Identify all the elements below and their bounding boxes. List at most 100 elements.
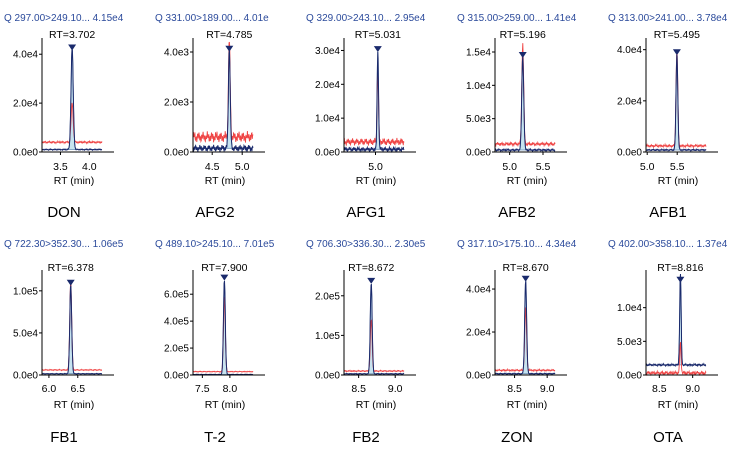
peak-apex-marker	[676, 276, 685, 283]
y-tick-label: 0.0e0	[315, 371, 340, 382]
red-trace	[192, 41, 254, 144]
peak-apex-marker	[672, 49, 681, 56]
y-tick-label: 2.0e5	[315, 291, 340, 302]
y-tick-label: 3.0e4	[315, 46, 340, 57]
red-trace	[41, 102, 103, 145]
x-axis-label: RT (min)	[205, 175, 245, 187]
x-tick-label: 4.5	[205, 161, 220, 173]
x-tick-label: 6.5	[70, 383, 85, 395]
blue-trace	[193, 280, 254, 376]
compound-name: AFB2	[498, 204, 536, 221]
x-tick-label: 9.0	[685, 383, 700, 395]
panel-header: Q 329.00>243.10... 2.95e4	[306, 13, 426, 24]
y-tick-label: 4.0e4	[466, 285, 491, 296]
blue-trace	[494, 56, 556, 153]
y-tick-label: 2.0e3	[164, 98, 189, 109]
rt-label: RT=5.031	[355, 29, 401, 41]
y-tick-label: 0.0e0	[164, 371, 189, 382]
y-tick-label: 2.0e4	[315, 80, 340, 91]
blue-trace	[41, 285, 103, 375]
chromatogram-panel-fb1: Q 722.30>352.30... 1.06e5 RT=6.378 0.0e0 5.…	[4, 239, 124, 446]
x-tick-label: 8.5	[507, 383, 522, 395]
compound-name: AFG2	[195, 204, 234, 221]
chromatogram-panel-don: Q 297.00>249.10... 4.15e4 RT=3.702 0.0e0 2.…	[4, 13, 124, 221]
peak-apex-marker	[367, 277, 376, 284]
compound-name: T-2	[204, 429, 226, 446]
y-tick-label: 5.0e3	[617, 337, 642, 348]
x-axis-label: RT (min)	[356, 399, 396, 411]
x-axis-label: RT (min)	[54, 399, 94, 411]
x-axis-label: RT (min)	[507, 399, 547, 411]
compound-name: ZON	[501, 429, 533, 446]
rt-label: RT=6.378	[48, 262, 94, 274]
y-tick-label: 5.0e4	[13, 328, 38, 339]
blue-trace	[343, 283, 405, 376]
x-axis-label: RT (min)	[658, 399, 698, 411]
panel-header: Q 315.00>259.00... 1.41e4	[457, 13, 577, 24]
panel-header: Q 722.30>352.30... 1.06e5	[4, 239, 124, 250]
y-tick-label: 2.0e5	[164, 344, 189, 355]
panel-header: Q 297.00>249.10... 4.15e4	[4, 13, 124, 24]
y-tick-label: 4.0e3	[164, 48, 189, 59]
peak-apex-marker	[521, 275, 530, 282]
chromatogram-panel-afg2: Q 331.00>189.00... 4.01e RT=4.785 0.0e0 2.0…	[155, 13, 269, 221]
x-tick-label: 5.0	[640, 161, 655, 173]
y-tick-label: 0.0e0	[13, 148, 38, 159]
chromatogram-panel-afb1: Q 313.00>241.00... 3.78e4 RT=5.495 0.0e0 2.…	[608, 13, 728, 221]
y-tick-label: 2.0e4	[13, 99, 38, 110]
x-tick-label: 5.5	[670, 161, 685, 173]
chromatogram-panel-t-2: Q 489.10>245.10... 7.01e5 RT=7.900 0.0e0 2.…	[155, 239, 275, 446]
x-tick-label: 5.0	[502, 161, 517, 173]
y-tick-label: 6.0e5	[164, 290, 189, 301]
compound-name: DON	[47, 204, 80, 221]
x-axis-label: RT (min)	[54, 175, 94, 187]
y-tick-label: 4.0e5	[164, 317, 189, 328]
rt-label: RT=5.495	[654, 29, 700, 41]
rt-label: RT=5.196	[500, 29, 546, 41]
peak-apex-marker	[220, 274, 229, 281]
chromatogram-panel-fb2: Q 706.30>336.30... 2.30e5 RT=8.672 0.0e0 1.…	[306, 239, 426, 446]
compound-name: OTA	[653, 429, 683, 446]
panel-header: Q 331.00>189.00... 4.01e	[155, 13, 269, 24]
x-tick-label: 5.0	[235, 161, 250, 173]
chromatogram-panel-afb2: Q 315.00>259.00... 1.41e4 RT=5.196 0.0e0 5.…	[457, 13, 577, 221]
panel-header: Q 402.00>358.10... 1.37e4	[608, 239, 728, 250]
blue-trace	[343, 51, 405, 154]
peak-apex-marker	[68, 44, 77, 51]
compound-name: AFG1	[346, 204, 385, 221]
red-trace	[343, 67, 405, 147]
chromatogram-panel-zon: Q 317.10>175.10... 4.34e4 RT=8.670 0.0e0 2.…	[457, 239, 577, 446]
rt-label: RT=8.670	[503, 262, 549, 274]
x-tick-label: 6.0	[42, 383, 57, 395]
panel-header: Q 489.10>245.10... 7.01e5	[155, 239, 275, 250]
y-tick-label: 0.0e0	[315, 148, 340, 159]
panel-header: Q 706.30>336.30... 2.30e5	[306, 239, 426, 250]
y-tick-label: 1.0e5	[315, 331, 340, 342]
x-axis-label: RT (min)	[658, 175, 698, 187]
blue-trace	[192, 49, 254, 153]
compound-name: FB2	[352, 429, 380, 446]
x-axis-label: RT (min)	[205, 399, 245, 411]
peak-apex-marker	[225, 45, 234, 52]
peak-apex-marker	[373, 46, 382, 53]
x-tick-label: 8.5	[351, 383, 366, 395]
red-trace	[343, 319, 405, 373]
y-tick-label: 4.0e4	[13, 50, 38, 61]
y-tick-label: 0.0e0	[466, 148, 491, 159]
y-tick-label: 2.0e4	[466, 328, 491, 339]
panel-header: Q 313.00>241.00... 3.78e4	[608, 13, 728, 24]
x-tick-label: 7.5	[195, 383, 210, 395]
blue-trace	[645, 54, 707, 153]
y-tick-label: 0.0e0	[617, 148, 642, 159]
y-tick-label: 1.0e4	[315, 114, 340, 125]
blue-trace	[494, 281, 556, 376]
compound-name: AFB1	[649, 204, 687, 221]
x-axis-label: RT (min)	[356, 175, 396, 187]
x-axis-label: RT (min)	[507, 175, 547, 187]
x-tick-label: 4.0	[82, 161, 97, 173]
x-tick-label: 5.5	[536, 161, 551, 173]
peak-apex-marker	[518, 52, 527, 58]
y-tick-label: 1.5e4	[466, 48, 491, 59]
peak-apex-marker	[66, 279, 75, 286]
